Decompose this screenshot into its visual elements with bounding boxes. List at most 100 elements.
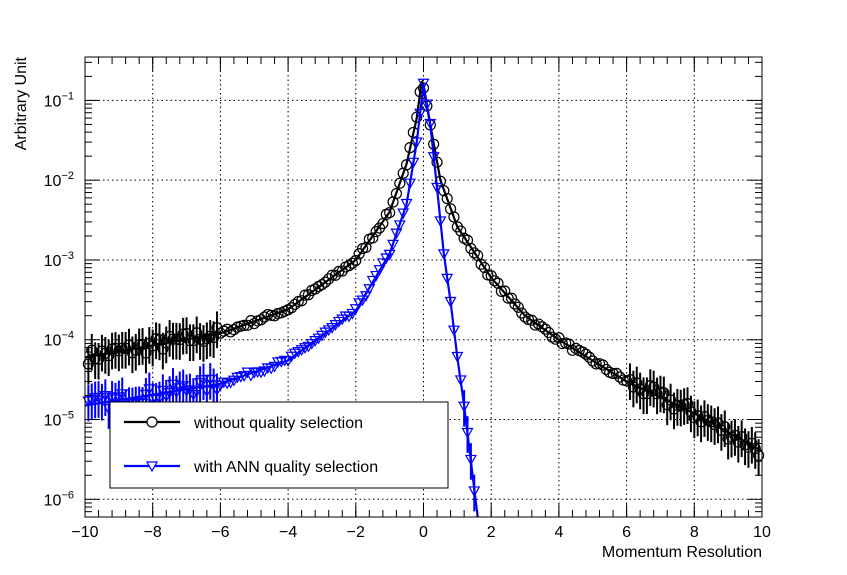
data-point [296, 295, 308, 307]
data-point [454, 375, 467, 387]
data-point [349, 304, 362, 315]
data-point [400, 198, 413, 210]
data-point [82, 358, 94, 370]
data-point [217, 377, 230, 389]
x-axis-label: Momentum Resolution [602, 544, 762, 561]
data-point [282, 356, 295, 367]
data-point [464, 454, 477, 466]
legend-entry: without quality selection [124, 415, 363, 432]
x-tick-label: 4 [554, 524, 563, 541]
data-point [234, 371, 247, 383]
data-point [336, 265, 348, 277]
data-point [451, 351, 464, 363]
data-point [719, 421, 731, 433]
data-point [455, 225, 467, 237]
legend-box [109, 401, 449, 489]
x-tick-label: 2 [487, 524, 496, 541]
data-point [739, 439, 751, 451]
data-point [434, 216, 447, 228]
data-point [414, 108, 427, 120]
data-point [420, 99, 433, 111]
x-tick-label: −10 [71, 524, 98, 541]
x-tick-label: −4 [279, 524, 297, 541]
data-point [753, 449, 765, 462]
x-tick-label: 0 [419, 524, 428, 541]
data-point [359, 291, 372, 302]
data-point [210, 385, 224, 397]
data-point [431, 156, 443, 168]
data-point [390, 228, 403, 240]
data-point [729, 429, 741, 442]
data-point [323, 273, 335, 285]
data-point [164, 330, 176, 342]
data-point [448, 211, 460, 223]
data-point [228, 324, 240, 336]
data-point [468, 247, 480, 259]
data-point [431, 182, 444, 194]
data-point [89, 353, 101, 365]
data-point [346, 308, 359, 320]
data-point [221, 378, 234, 390]
data-point [319, 276, 331, 288]
data-point [113, 345, 125, 357]
x-tick-label: 6 [622, 524, 631, 541]
data-point [441, 273, 454, 285]
data-point [366, 275, 379, 287]
data-point [289, 298, 301, 310]
data-point [610, 367, 623, 379]
data-point [715, 424, 727, 437]
data-point [519, 311, 531, 323]
y-tick-label: 10−4 [44, 330, 74, 350]
x-tick-label: −8 [144, 524, 162, 541]
data-point [624, 374, 636, 386]
data-point [410, 137, 423, 149]
legend-label: without quality selection [193, 415, 363, 432]
y-tick-label: 10−2 [44, 170, 74, 190]
data-point [231, 372, 244, 384]
data-point [397, 208, 410, 220]
data-point [367, 232, 379, 244]
data-point [376, 258, 389, 270]
data-point [478, 261, 491, 274]
data-point [316, 279, 328, 291]
data-point [444, 296, 457, 308]
legend: without quality selection with ANN qualit… [109, 401, 449, 489]
data-point [461, 427, 474, 439]
data-point [103, 350, 115, 362]
data-point [384, 207, 396, 219]
data-point [370, 225, 382, 238]
data-point [732, 436, 744, 448]
data-point [475, 258, 487, 270]
data-point [685, 406, 697, 418]
data-point [255, 367, 268, 379]
data-point [265, 309, 277, 321]
data-point [509, 298, 521, 310]
x-tick-label: 8 [690, 524, 699, 541]
data-point [499, 285, 511, 297]
legend-label: with ANN quality selection [193, 459, 378, 476]
data-point [607, 367, 619, 380]
data-point [516, 307, 528, 319]
data-point [370, 270, 383, 282]
legend-entry: with ANN quality selection [124, 459, 378, 476]
data-point [140, 347, 152, 359]
data-point [326, 269, 338, 281]
data-point [248, 317, 260, 330]
data-point [668, 403, 680, 415]
data-point [495, 285, 507, 297]
data-point [126, 347, 138, 359]
data-point [692, 410, 704, 422]
data-point [390, 187, 403, 200]
data-point [383, 249, 396, 261]
data-point [191, 327, 203, 339]
data-point [275, 356, 288, 368]
data-point [394, 177, 406, 189]
y-tick-label: 10−1 [44, 90, 74, 110]
axes: −10 −8 −6 −4 −2 0 2 4 6 8 10 10−6 10−5 10−4 10−3 10−2 10… [44, 57, 771, 541]
data-point [157, 343, 169, 355]
data-point [505, 292, 518, 304]
data-point [627, 381, 639, 393]
data-point [502, 292, 514, 304]
data-point [488, 275, 501, 287]
x-tick-label: −6 [211, 524, 229, 541]
